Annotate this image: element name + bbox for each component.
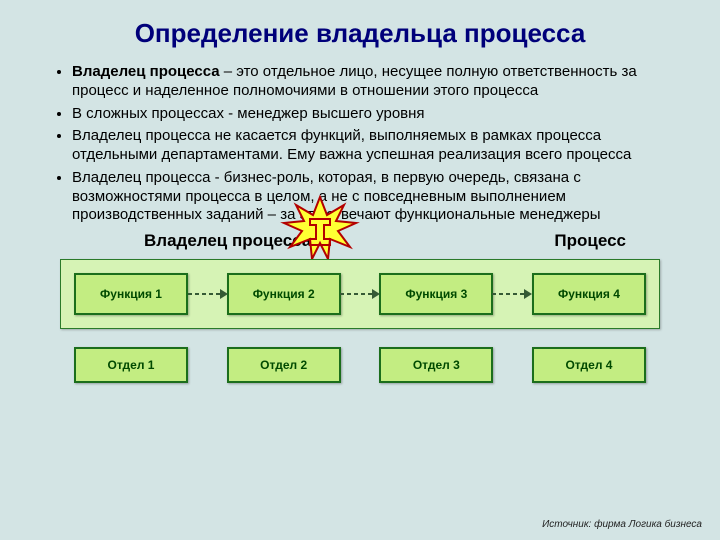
arrow-icon <box>492 287 532 301</box>
department-box: Отдел 3 <box>379 347 493 383</box>
department-row: Отдел 1 Отдел 2 Отдел 3 Отдел 4 <box>60 347 660 383</box>
bullet-bold: Владелец процесса <box>72 63 220 80</box>
process-diagram: Функция 1 Функция 2 Функция 3 Функция 4 <box>60 259 660 329</box>
diagram-labels-row: Владелец процесса Процесс <box>48 229 672 259</box>
function-box: Функция 1 <box>74 273 188 315</box>
arrow-icon <box>340 287 380 301</box>
bullet-text: Владелец процесса не касается функций, в… <box>72 127 631 163</box>
bullet-text: В сложных процессах - менеджер высшего у… <box>72 105 425 122</box>
department-box: Отдел 1 <box>74 347 188 383</box>
slide-title: Определение владельца процесса <box>48 18 672 49</box>
bullet-item: В сложных процессах - менеджер высшего у… <box>72 105 672 124</box>
bullet-list: Владелец процесса – это отдельное лицо, … <box>48 63 672 225</box>
bullet-item: Владелец процесса - бизнес-роль, которая… <box>72 169 672 225</box>
bullet-item: Владелец процесса не касается функций, в… <box>72 127 672 165</box>
function-box: Функция 3 <box>379 273 493 315</box>
owner-label: Владелец процесса <box>144 231 311 251</box>
bullet-text: Владелец процесса - бизнес-роль, которая… <box>72 169 601 224</box>
arrow-icon <box>188 287 228 301</box>
function-box: Функция 4 <box>532 273 646 315</box>
department-box: Отдел 4 <box>532 347 646 383</box>
function-box: Функция 2 <box>227 273 341 315</box>
department-box: Отдел 2 <box>227 347 341 383</box>
source-note: Источник: фирма Логика бизнеса <box>542 519 702 530</box>
bullet-item: Владелец процесса – это отдельное лицо, … <box>72 63 672 101</box>
process-label: Процесс <box>554 231 626 251</box>
